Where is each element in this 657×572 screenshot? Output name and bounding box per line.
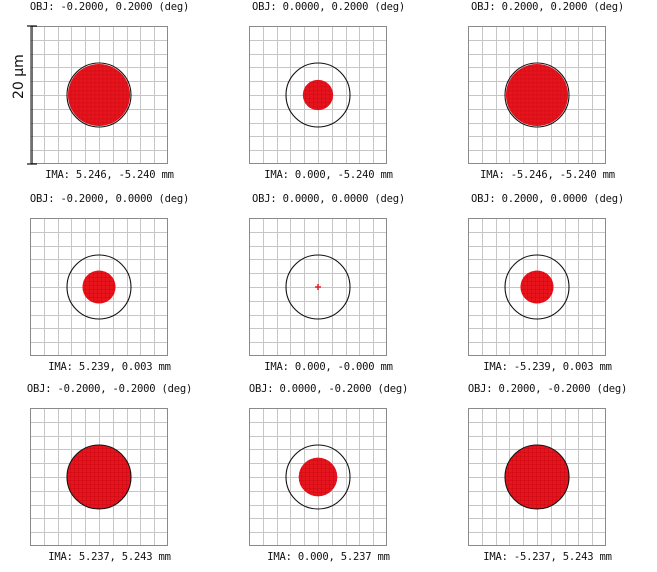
obj-label: OBJ: 0.0000, 0.2000 (deg) [251, 1, 406, 13]
ray-pattern [67, 445, 131, 509]
spot-plot [468, 408, 606, 546]
ray-spot [505, 445, 569, 509]
spot-plot [249, 26, 387, 164]
airy-circle [285, 444, 351, 510]
scale-bar: 20 µm [0, 0, 40, 170]
airy-circle [285, 62, 351, 128]
airy-circle [66, 444, 132, 510]
obj-label: OBJ: -0.2000, -0.2000 (deg) [26, 383, 193, 395]
spot-cell: OBJ: 0.2000, -0.2000 (deg) IMA: -5.237, … [438, 382, 657, 572]
plot-frame [468, 218, 606, 356]
scale-bar-line [27, 25, 37, 165]
plot-frame [468, 408, 606, 546]
airy-circle [66, 254, 132, 320]
spot-plot [30, 218, 168, 356]
grid [249, 26, 387, 164]
scale-bar-label: 20 µm [11, 54, 27, 99]
spot-plot [468, 26, 606, 164]
spot-plot [30, 26, 168, 164]
plot-frame [30, 408, 168, 546]
ima-label: IMA: 5.237, 5.243 mm [48, 551, 171, 563]
spot-marker [315, 284, 321, 290]
ima-label: IMA: 5.239, 0.003 mm [48, 361, 171, 373]
ray-pattern [520, 270, 554, 304]
airy-circle [504, 444, 570, 510]
ray-pattern [302, 79, 334, 111]
spot-cell: OBJ: -0.2000, -0.2000 (deg) IMA: 5.237, … [0, 382, 219, 572]
ray-pattern [298, 457, 338, 497]
ray-spot [520, 270, 554, 304]
ray-pattern [505, 445, 569, 509]
spot-cell: OBJ: 0.2000, 0.2000 (deg) IMA: -5.246, -… [438, 0, 657, 190]
obj-label: OBJ: 0.0000, -0.2000 (deg) [248, 383, 409, 395]
obj-label: OBJ: -0.2000, 0.0000 (deg) [29, 193, 190, 205]
plot-frame [30, 26, 168, 164]
airy-circle [285, 254, 351, 320]
ray-pattern [505, 63, 569, 127]
obj-label: OBJ: 0.2000, 0.2000 (deg) [470, 1, 625, 13]
plot-frame [249, 218, 387, 356]
spot-cell: OBJ: 0.0000, -0.2000 (deg) IMA: 0.000, 5… [219, 382, 438, 572]
plot-frame [468, 26, 606, 164]
spot-cell: OBJ: -0.2000, 0.2000 (deg) IMA: 5.246, -… [0, 0, 219, 190]
ima-label: IMA: 0.000, -0.000 mm [264, 361, 393, 373]
ima-label: IMA: -5.237, 5.243 mm [483, 551, 612, 563]
airy-circle [66, 62, 132, 128]
ima-label: IMA: 0.000, -5.240 mm [264, 169, 393, 181]
ray-spot [298, 457, 338, 497]
ima-label: IMA: -5.246, -5.240 mm [480, 169, 615, 181]
obj-label: OBJ: -0.2000, 0.2000 (deg) [29, 1, 190, 13]
spot-cell: OBJ: 0.2000, 0.0000 (deg) IMA: -5.239, 0… [438, 192, 657, 382]
plot-frame [249, 408, 387, 546]
plot-frame [30, 218, 168, 356]
spot-plot [249, 218, 387, 356]
ray-spot [82, 270, 116, 304]
obj-label: OBJ: 0.2000, -0.2000 (deg) [467, 383, 628, 395]
spot-plot [30, 408, 168, 546]
airy-circle [504, 254, 570, 320]
ima-label: IMA: 0.000, 5.237 mm [267, 551, 390, 563]
obj-label: OBJ: 0.2000, 0.0000 (deg) [470, 193, 625, 205]
ray-pattern [67, 63, 131, 127]
spot-cell: OBJ: 0.0000, 0.2000 (deg) IMA: 0.000, -5… [219, 0, 438, 190]
ray-pattern [82, 270, 116, 304]
airy-circle [504, 62, 570, 128]
spot-plot [468, 218, 606, 356]
spot-cell: OBJ: 0.0000, 0.0000 (deg) IMA: 0.000, -0… [219, 192, 438, 382]
ray-spot [67, 445, 131, 509]
obj-label: OBJ: 0.0000, 0.0000 (deg) [251, 193, 406, 205]
spot-plot [249, 408, 387, 546]
spot-cell: OBJ: -0.2000, 0.0000 (deg) IMA: 5.239, 0… [0, 192, 219, 382]
plot-frame [249, 26, 387, 164]
ima-label: IMA: -5.239, 0.003 mm [483, 361, 612, 373]
ima-label: IMA: 5.246, -5.240 mm [45, 169, 174, 181]
